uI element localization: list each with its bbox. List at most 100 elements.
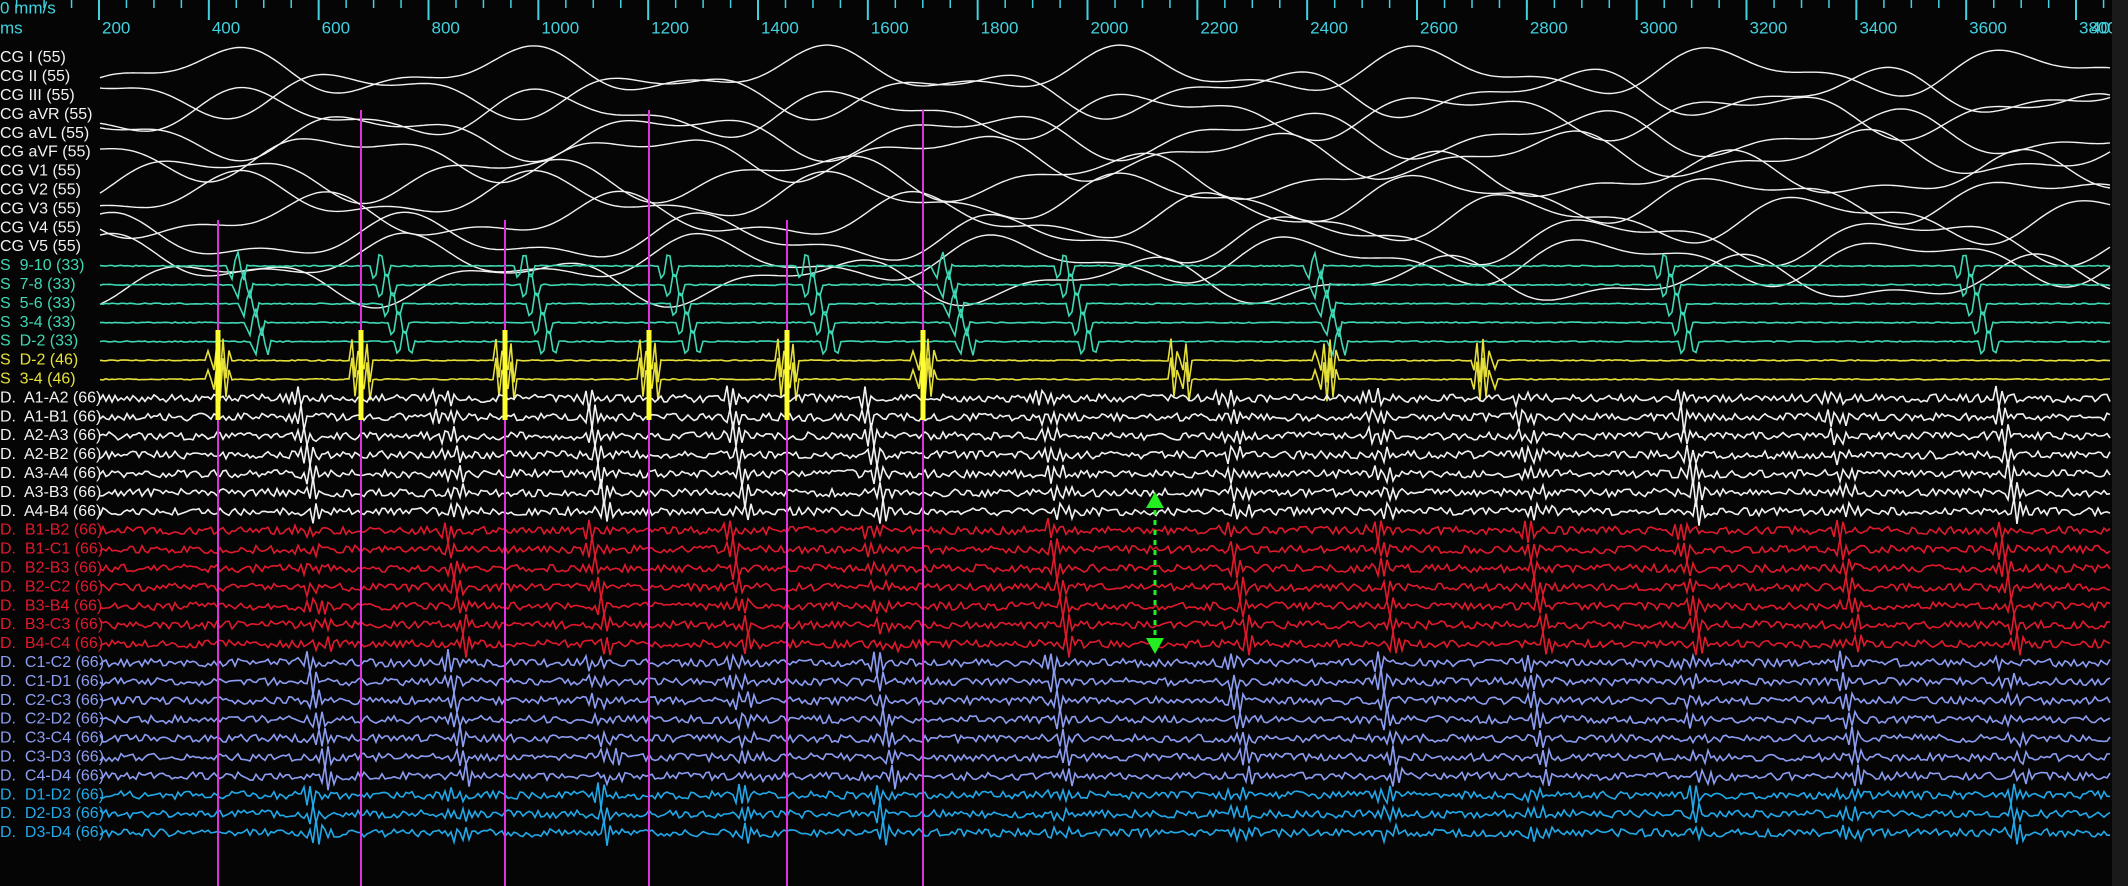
- channel-label: D. D3-D4 (66): [0, 824, 104, 841]
- channel-label: S 5-6 (33): [0, 295, 76, 312]
- channel-label: D. B2-C2 (66): [0, 578, 103, 595]
- channel-label: S 3-4 (46): [0, 371, 76, 388]
- signal-trace: [99, 706, 2111, 732]
- signal-trace: [99, 667, 2111, 696]
- signal-trace: [99, 86, 2111, 142]
- channel-label: D. C4-D4 (66): [0, 767, 104, 784]
- signal-trace: [99, 518, 2111, 544]
- tick-label: 2800: [1530, 18, 1568, 37]
- channel-label: D. B1-C1 (66): [0, 541, 103, 558]
- signal-trace: [99, 357, 2110, 402]
- scroll-edge: [2112, 0, 2128, 886]
- channel-label: S 9-10 (33): [0, 257, 84, 274]
- channel-label: D. A1-B1 (66): [0, 408, 101, 425]
- tick-label: 2000: [1091, 18, 1129, 37]
- channel-label: D. D2-D3 (66): [0, 805, 104, 822]
- channel-label: CG aVR (55): [0, 106, 92, 123]
- channel-label: CG aVF (55): [0, 144, 91, 161]
- signal-trace: [99, 190, 2111, 246]
- signal-trace: [99, 630, 2111, 658]
- tick-label: 600: [322, 18, 350, 37]
- channel-label: CG I (55): [0, 49, 66, 66]
- signal-trace: [99, 725, 2111, 752]
- signal-trace: [99, 819, 2110, 846]
- channel-label: D. B1-B2 (66): [0, 522, 102, 539]
- signal-trace: [99, 573, 2111, 602]
- channel-label: D. C1-D1 (66): [0, 673, 104, 690]
- signal-trace: [99, 477, 2111, 509]
- signal-trace: [99, 497, 2111, 526]
- signal-trace: [99, 536, 2111, 563]
- unit-label: ms: [0, 18, 23, 37]
- signal-trace: [99, 689, 2111, 713]
- signal-trace: [99, 325, 2111, 358]
- channel-label: S D-2 (46): [0, 352, 78, 369]
- channel-label: D. C3-D3 (66): [0, 749, 104, 766]
- tick-label: 1200: [651, 18, 689, 37]
- signal-trace: [99, 744, 2111, 769]
- tick-label: 3600: [1969, 18, 2007, 37]
- tick-label: 3000: [1640, 18, 1678, 37]
- signal-trace: [99, 648, 2111, 677]
- signal-trace: [99, 782, 2111, 809]
- signal-trace: [99, 762, 2111, 791]
- channel-label: S 3-4 (33): [0, 314, 76, 331]
- channel-label: D. A2-A3 (66): [0, 427, 101, 444]
- signal-trace: [99, 594, 2111, 618]
- tick-label: 1600: [871, 18, 909, 37]
- channel-label: D. A3-B3 (66): [0, 484, 101, 501]
- signal-trace: [99, 169, 2111, 225]
- tick-label: 2600: [1420, 18, 1458, 37]
- channel-label: CG III (55): [0, 87, 75, 104]
- channel-label: D. A3-A4 (66): [0, 465, 101, 482]
- channel-label: D. A4-B4 (66): [0, 503, 101, 520]
- signal-trace: [99, 799, 2111, 825]
- signal-trace: [99, 128, 2111, 184]
- channel-label: CG V5 (55): [0, 238, 81, 255]
- signal-trace: [99, 287, 2111, 320]
- channel-label: CG II (55): [0, 68, 70, 85]
- channel-label: D. C3-C4 (66): [0, 730, 104, 747]
- tick-label: 1000: [541, 18, 579, 37]
- signal-trace: [99, 268, 2111, 301]
- signal-trace: [99, 554, 2111, 582]
- channel-labels: CG I (55) CG II (55) CG III (55) CG aVR (55…: [0, 49, 104, 841]
- time-ruler: 0 mm/s ms 200 400 600 800 1000 1200 1400 1600 18…: [0, 0, 2128, 40]
- tick-label: 40: [2091, 18, 2110, 37]
- signal-trace: [99, 148, 2111, 205]
- signal-trace: [99, 44, 2111, 97]
- tick-label: 2200: [1200, 18, 1238, 37]
- signal-trace: [99, 421, 2111, 449]
- speed-label: 0 mm/s: [0, 0, 56, 17]
- channel-label: D. A1-A2 (66): [0, 389, 101, 406]
- channel-label: CG V1 (55): [0, 163, 81, 180]
- tick-label: 800: [432, 18, 460, 37]
- caliper-head: [1146, 638, 1164, 654]
- signal-trace: [99, 232, 2111, 288]
- channel-label: D. B2-B3 (66): [0, 560, 102, 577]
- signal-trace: [99, 403, 2111, 433]
- signal-trace: [99, 611, 2111, 639]
- tick-label: 2400: [1310, 18, 1348, 37]
- channel-label: CG V4 (55): [0, 219, 81, 236]
- channel-label: D. B4-C4 (66): [0, 635, 103, 652]
- signal-trace: [99, 248, 2111, 282]
- caliper-head: [1146, 492, 1164, 508]
- signal-trace: [99, 66, 2111, 121]
- signal-trace: [99, 443, 2111, 468]
- tick-label: 400: [212, 18, 240, 37]
- channel-label: D. B3-B4 (66): [0, 597, 102, 614]
- signal-trace: [99, 108, 2111, 163]
- channel-label: D. C1-C2 (66): [0, 654, 104, 671]
- traces: [99, 44, 2111, 886]
- signal-trace: [99, 338, 2111, 383]
- channel-label: D. A2-B2 (66): [0, 446, 101, 463]
- tick-label: 1800: [981, 18, 1019, 37]
- tick-label: 200: [102, 18, 130, 37]
- channel-label: S D-2 (33): [0, 333, 78, 350]
- tick-label: 3200: [1750, 18, 1788, 37]
- channel-label: D. C2-D2 (66): [0, 711, 104, 728]
- channel-label: CG aVL (55): [0, 125, 89, 142]
- tick-label: 1400: [761, 18, 799, 37]
